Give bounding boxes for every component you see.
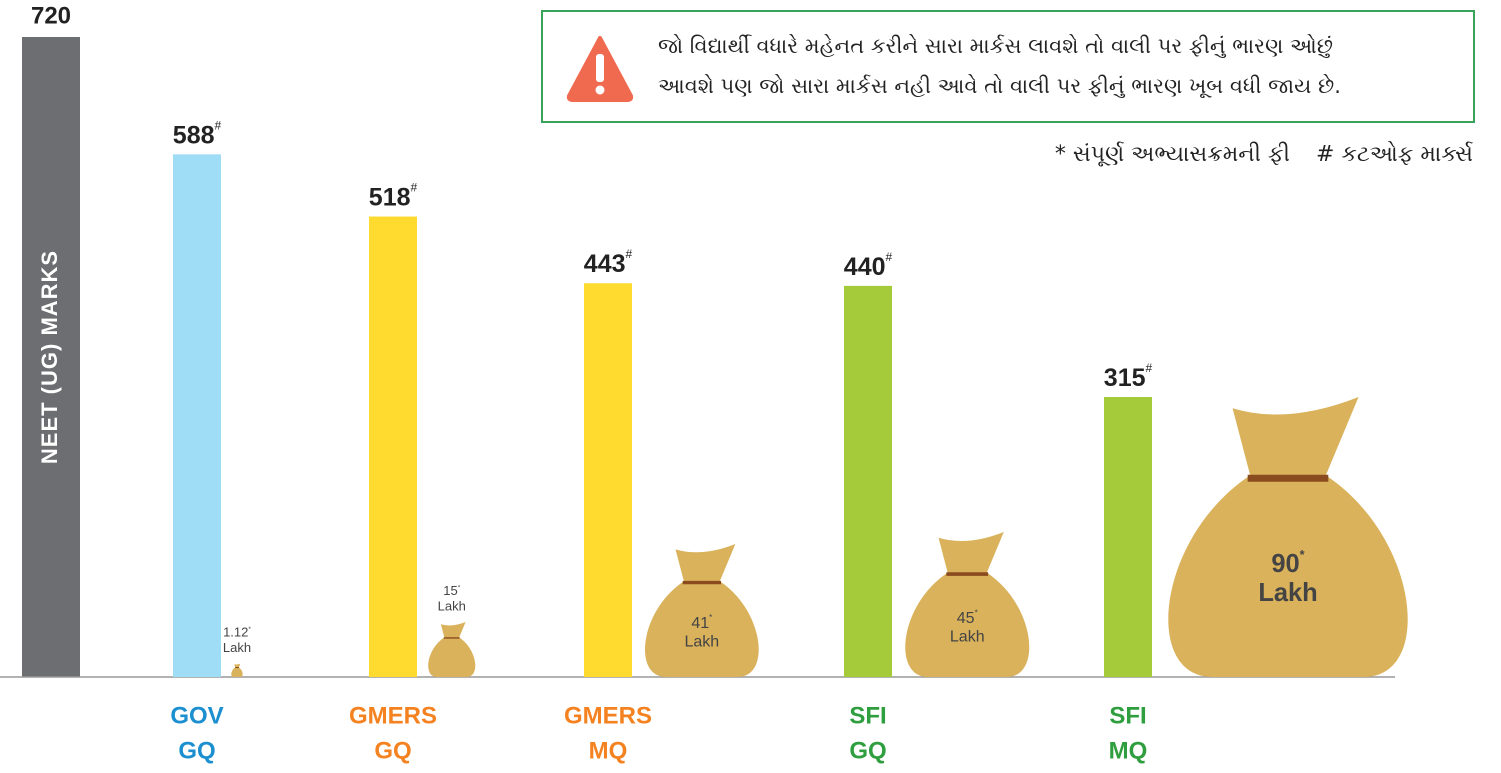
category-label: GQ	[849, 737, 886, 764]
notice-line: આવશે પણ જો સારા માર્કસ નહી આવે તો વાલી પ…	[658, 74, 1341, 99]
value-number: 588	[173, 121, 215, 149]
note-cutoff: # કટઓફ માર્ક્સ	[1316, 142, 1473, 167]
bar	[584, 283, 632, 677]
fee-label: 45*	[957, 609, 978, 628]
value-label: 315#	[1104, 361, 1153, 391]
value-number: 440	[844, 252, 886, 280]
fee-label: 41*	[691, 613, 712, 632]
fee-number: 45	[957, 610, 975, 627]
money-bag	[905, 532, 1029, 677]
money-bag	[645, 544, 759, 677]
fee-unit: Lakh	[223, 640, 251, 655]
value-label: 440#	[844, 250, 893, 280]
fee-number: 1.12	[223, 625, 248, 640]
bar	[1104, 397, 1152, 677]
fee-marker: *	[975, 609, 978, 618]
fee-label: 15*	[443, 583, 460, 598]
warning-icon	[565, 34, 635, 104]
fee-unit: Lakh	[438, 598, 466, 613]
page: {"chart_data": { "type": "bar", "y_label…	[0, 0, 1501, 773]
value-marker: #	[411, 181, 418, 195]
bar	[173, 154, 221, 677]
money-bag	[231, 664, 242, 677]
category-label: SFI	[1109, 702, 1146, 729]
notice-box: જો વિદ્યાર્થી વધારે મહેનત કરીને સારા માર…	[541, 10, 1475, 123]
y-max-label: 720	[31, 2, 71, 29]
fee-unit: Lakh	[1258, 579, 1317, 607]
value-label: 518#	[369, 181, 418, 211]
fee-unit: Lakh	[684, 633, 719, 650]
fee-marker: *	[248, 626, 251, 633]
category-label: GQ	[178, 737, 215, 764]
fee-unit: Lakh	[950, 629, 985, 646]
fee-marker: *	[709, 613, 712, 622]
value-marker: #	[886, 250, 893, 264]
note-fee: * સંપૂર્ણ અભ્યાસક્રમની ફી	[1055, 142, 1290, 167]
money-bag	[1168, 397, 1407, 677]
fee-number: 41	[691, 615, 709, 632]
bar	[844, 286, 892, 677]
value-number: 518	[369, 183, 411, 211]
category-label: MQ	[589, 737, 628, 764]
value-marker: #	[215, 119, 222, 133]
category-label: SFI	[849, 702, 886, 729]
fee-label: 1.12*	[223, 625, 251, 640]
fee-number: 15	[443, 583, 457, 598]
value-number: 443	[584, 250, 626, 278]
value-marker: #	[1146, 361, 1153, 375]
value-label: 443#	[584, 247, 633, 277]
value-label: 588#	[173, 119, 222, 149]
y-axis-title: NEET (UG) MARKS	[37, 250, 62, 464]
value-marker: #	[626, 247, 633, 261]
category-label: GOV	[170, 702, 223, 729]
notice-line: જો વિદ્યાર્થી વધારે મહેનત કરીને સારા માર…	[658, 34, 1333, 59]
fee-number: 90	[1271, 550, 1299, 578]
category-label: GMERS	[564, 702, 652, 729]
money-bag	[428, 622, 475, 677]
value-number: 315	[1104, 364, 1146, 392]
fee-marker: *	[458, 584, 461, 591]
footnotes: * સંપૂર્ણ અભ્યાસક્રમની ફી # કટઓફ માર્ક્સ	[1029, 142, 1473, 167]
category-label: GMERS	[349, 702, 437, 729]
bar	[369, 217, 417, 677]
category-label: MQ	[1109, 737, 1148, 764]
category-label: GQ	[374, 737, 411, 764]
fee-marker: *	[1300, 547, 1305, 562]
